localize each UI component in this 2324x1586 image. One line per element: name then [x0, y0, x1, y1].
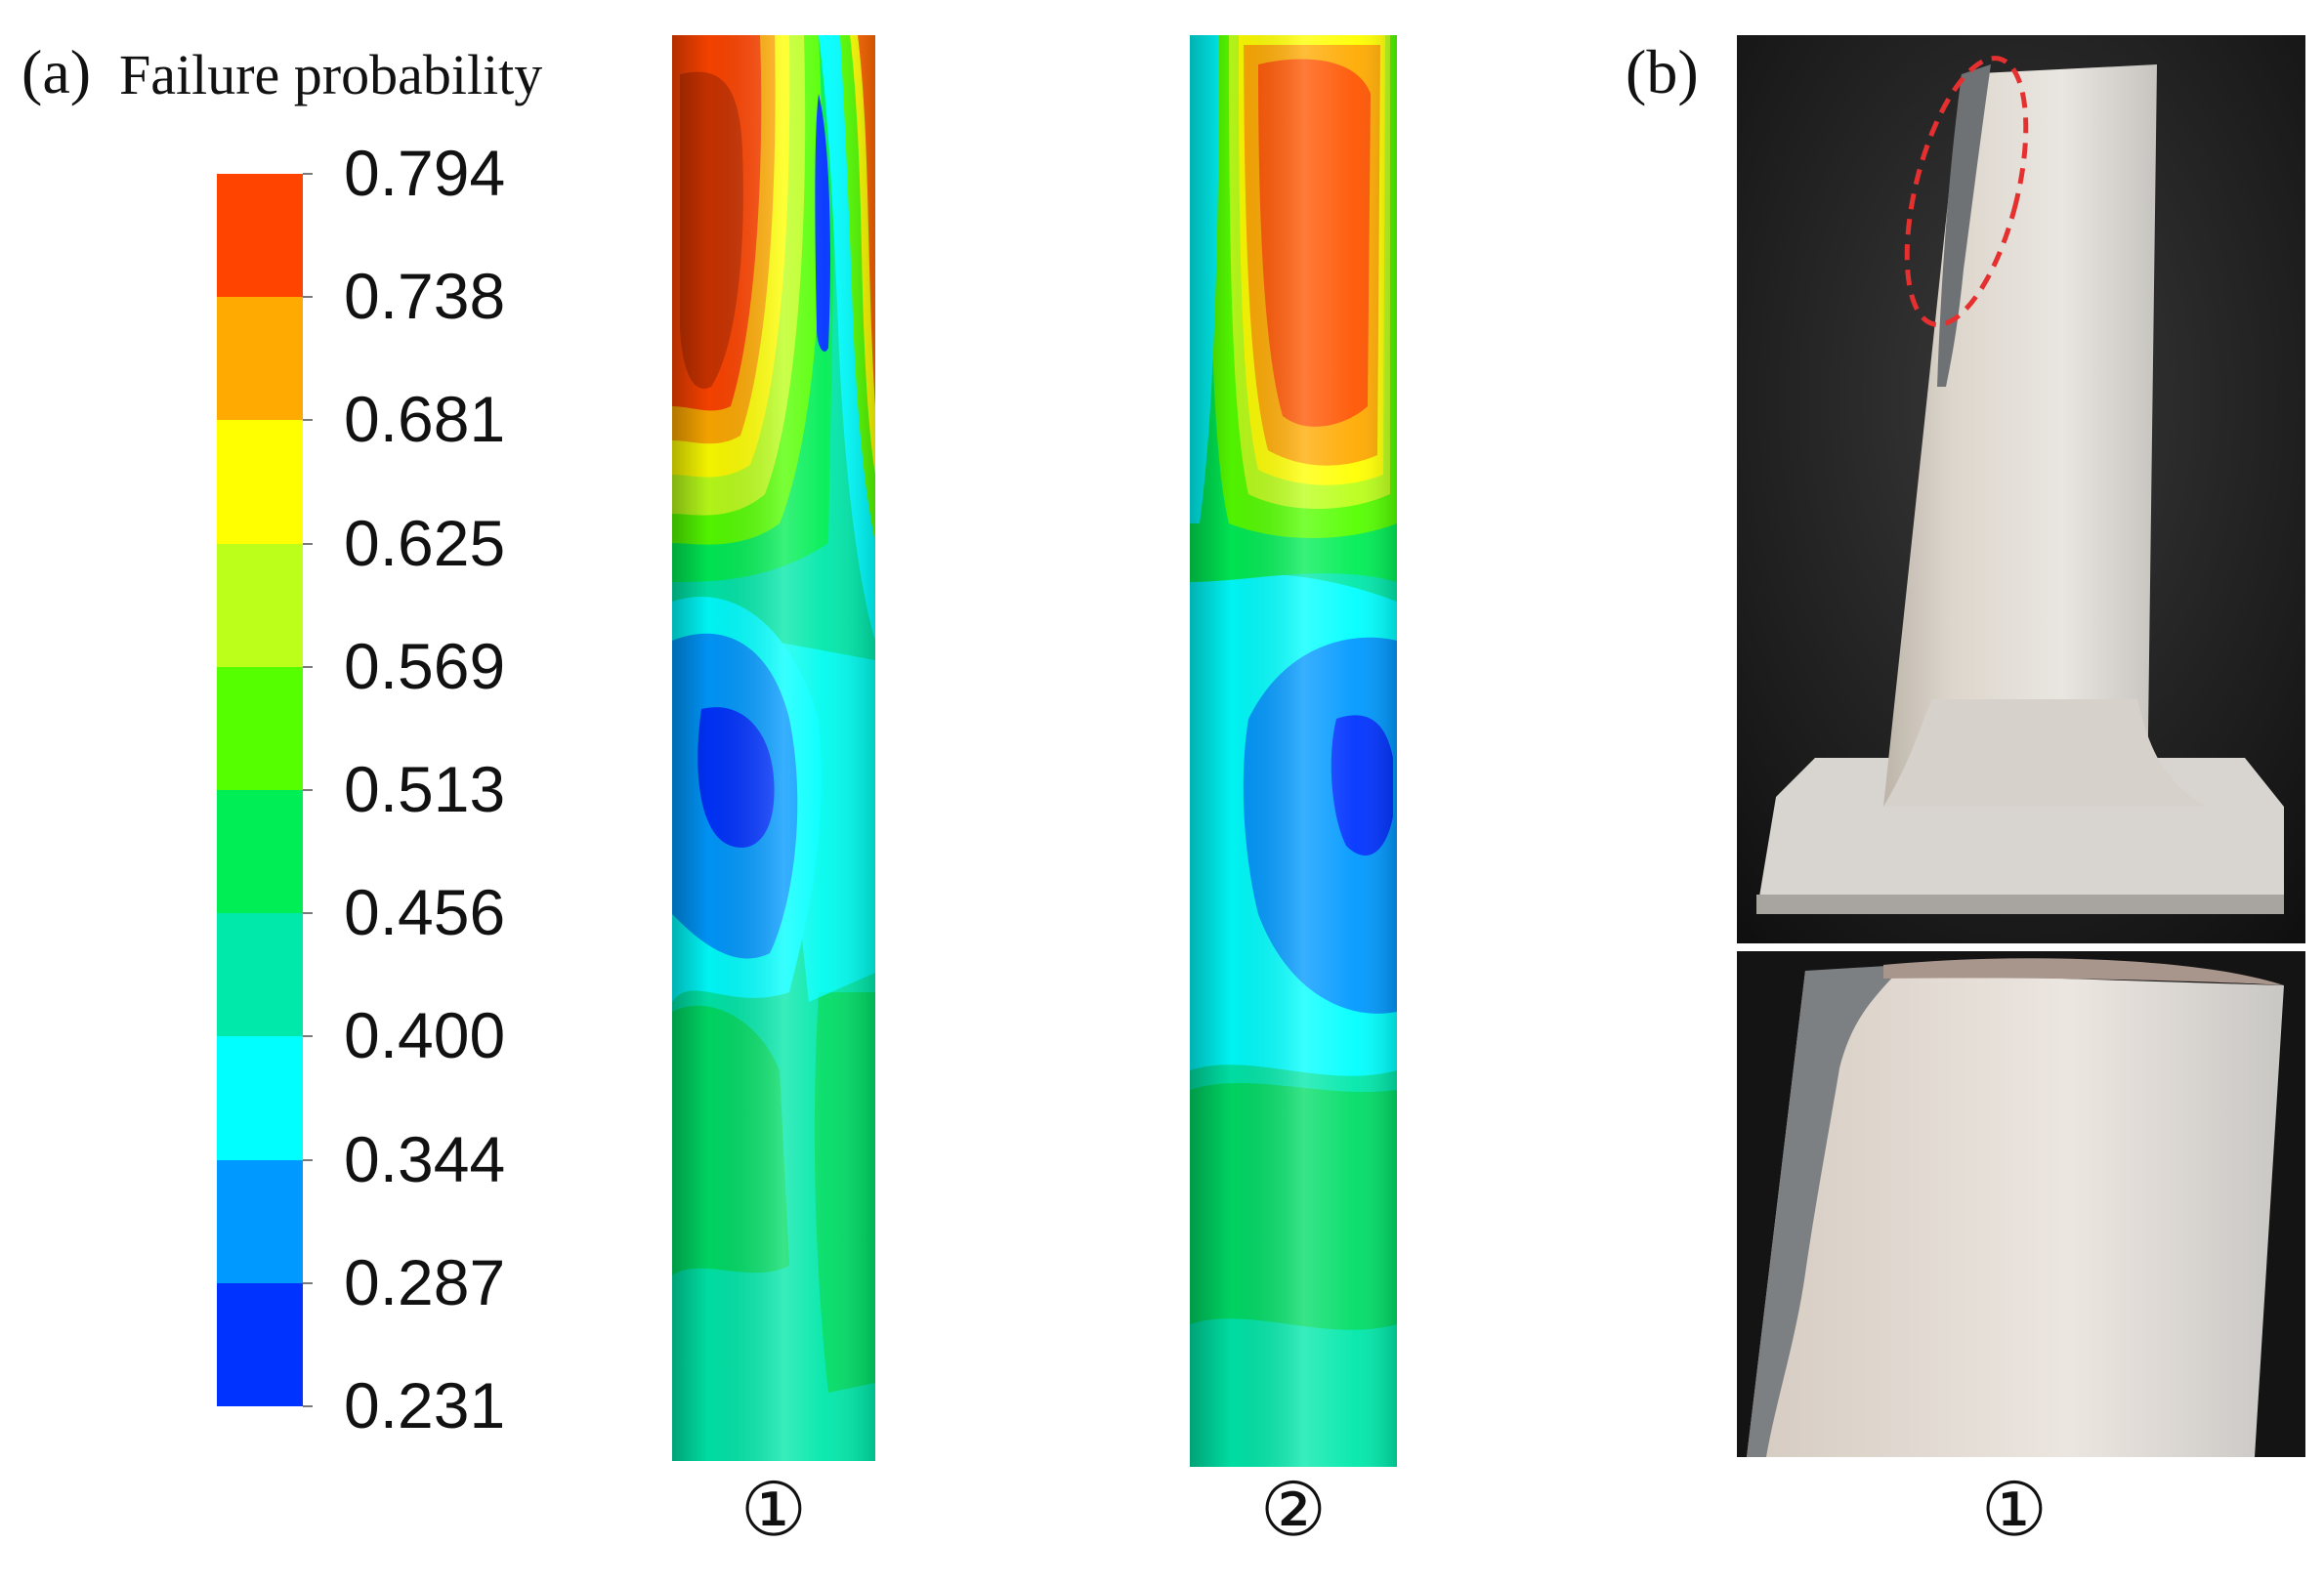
colorbar-tick	[303, 1158, 313, 1161]
colorbar-band	[217, 543, 303, 667]
colorbar-tick-label: 0.738	[344, 260, 506, 333]
colorbar-tick-label: 0.681	[344, 383, 506, 456]
colorbar-tick	[303, 665, 313, 668]
colorbar-band	[217, 1159, 303, 1283]
colorbar-tick-label: 0.794	[344, 137, 506, 209]
colorbar-band	[217, 790, 303, 914]
colorbar-tick	[303, 1281, 313, 1284]
colorbar-band	[217, 913, 303, 1037]
colorbar-tick	[303, 912, 313, 915]
photo-divider	[1737, 943, 2305, 951]
contour-plot-2	[1190, 35, 1397, 1467]
colorbar-band	[217, 1282, 303, 1407]
panel-b-label: ①	[1980, 1466, 2049, 1553]
colorbar-band	[217, 297, 303, 421]
legend-title: Failure probability	[119, 43, 543, 106]
column-2-label: ②	[1259, 1466, 1328, 1553]
colorbar-tick	[303, 789, 313, 791]
contour-column-2	[1190, 35, 1397, 1467]
colorbar-tick-label: 0.400	[344, 999, 506, 1072]
contour-column-1	[672, 35, 875, 1461]
colorbar-tick-label: 0.344	[344, 1122, 506, 1195]
column-1-label: ①	[739, 1466, 808, 1553]
colorbar-tick-label: 0.231	[344, 1369, 506, 1441]
colorbar-tick	[303, 1035, 313, 1038]
colorbar-band	[217, 666, 303, 791]
colorbar-tick	[303, 173, 313, 175]
colorbar-tick	[303, 296, 313, 299]
colorbar-tick-label: 0.456	[344, 876, 506, 949]
colorbar-tick-label: 0.513	[344, 753, 506, 825]
colorbar-tick	[303, 419, 313, 422]
failure-probability-colorbar	[217, 174, 303, 1407]
colorbar-tick-label: 0.287	[344, 1245, 506, 1318]
colorbar-band	[217, 1036, 303, 1160]
panel-a-letter: (a)	[21, 37, 92, 106]
colorbar-tick	[303, 542, 313, 545]
blade-photo-full	[1737, 35, 2305, 943]
colorbar-band	[217, 174, 303, 298]
panel-b-letter: (b)	[1626, 37, 1699, 106]
colorbar-tick-label: 0.569	[344, 629, 506, 702]
colorbar-tick	[303, 1405, 313, 1407]
contour-plot-1	[672, 35, 875, 1461]
colorbar-band	[217, 420, 303, 544]
colorbar-tick-label: 0.625	[344, 506, 506, 579]
blade-photo-closeup	[1737, 951, 2305, 1457]
